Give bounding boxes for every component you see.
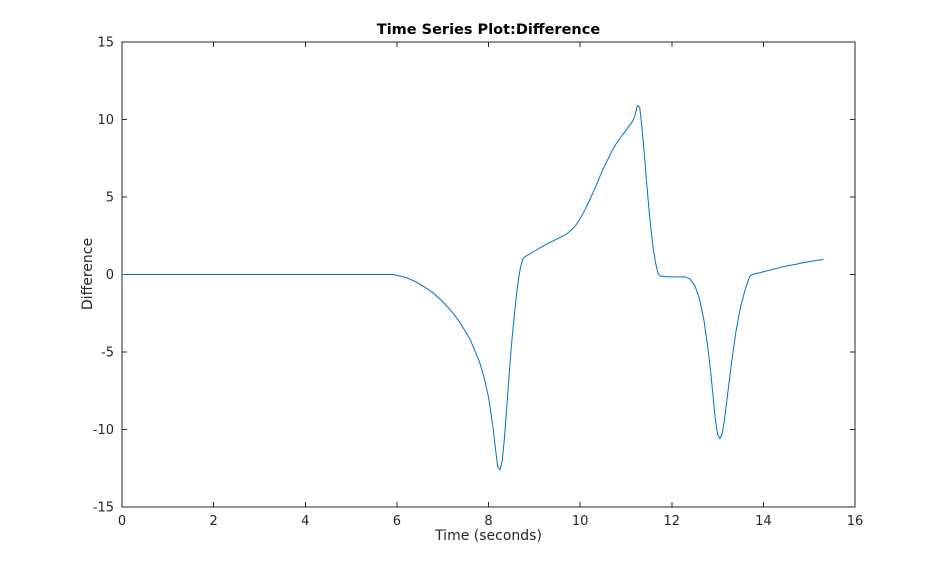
x-tick-label: 0 — [118, 514, 126, 529]
y-tick-label: -5 — [101, 346, 114, 361]
chart-title: Time Series Plot:Difference — [376, 22, 601, 38]
data-line — [121, 105, 824, 471]
y-tick-label: 5 — [106, 191, 114, 206]
y-tick-label: -15 — [93, 501, 114, 516]
x-tick-label: 2 — [209, 514, 217, 529]
x-axis-label: Time (seconds) — [435, 528, 542, 544]
x-tick-label: 4 — [301, 514, 309, 529]
x-tick-label: 14 — [755, 514, 772, 529]
y-tick-label: -10 — [93, 423, 114, 438]
x-tick-label: 12 — [663, 514, 680, 529]
y-tick-label: 10 — [97, 113, 114, 128]
y-tick-label: 15 — [97, 36, 114, 51]
x-tick-label: 6 — [393, 514, 401, 529]
x-tick-label: 10 — [572, 514, 589, 529]
x-tick-label: 16 — [847, 514, 864, 529]
y-axis-label: Difference — [80, 237, 96, 311]
x-tick-label: 8 — [484, 514, 492, 529]
y-tick-label: 0 — [106, 268, 114, 283]
